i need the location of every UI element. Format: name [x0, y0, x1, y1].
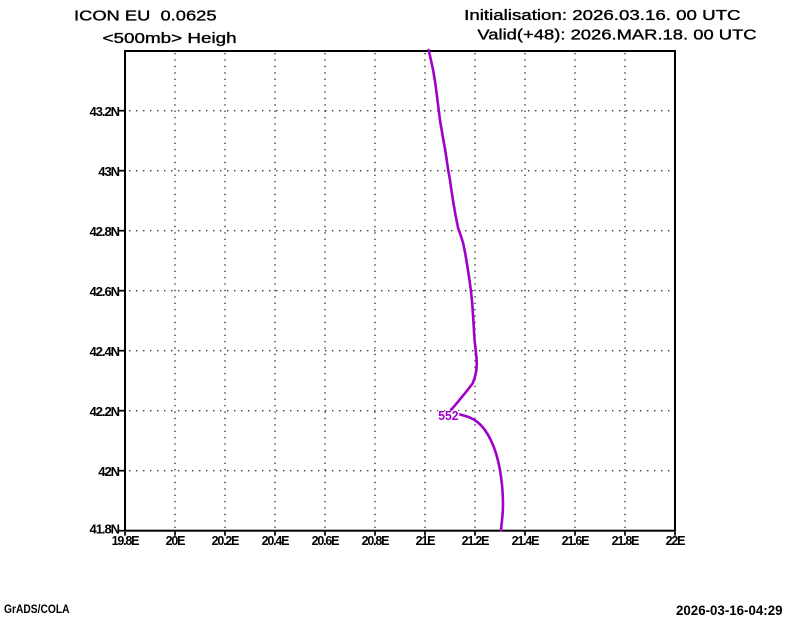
- svg-text:GrADS/COLA: GrADS/COLA: [4, 604, 70, 616]
- svg-text:21.8E: 21.8E: [612, 534, 640, 548]
- svg-text:20E: 20E: [166, 534, 186, 548]
- svg-text:42.4N: 42.4N: [90, 344, 120, 359]
- svg-text:Valid(+48): 2026.MAR.18. 00 UT: Valid(+48): 2026.MAR.18. 00 UTC: [477, 28, 756, 44]
- svg-text:21.4E: 21.4E: [512, 534, 540, 548]
- svg-text:20.6E: 20.6E: [312, 534, 340, 548]
- svg-text:22E: 22E: [666, 534, 686, 548]
- svg-text:43N: 43N: [98, 164, 119, 179]
- svg-text:19.8E: 19.8E: [112, 534, 140, 548]
- svg-text:42.2N: 42.2N: [90, 404, 120, 419]
- svg-text:21.2E: 21.2E: [462, 534, 490, 548]
- svg-text:41.8N: 41.8N: [90, 521, 120, 536]
- svg-text:21E: 21E: [416, 534, 436, 548]
- svg-text:43.2N: 43.2N: [90, 104, 120, 119]
- svg-text:20.4E: 20.4E: [262, 534, 290, 548]
- svg-text:42.6N: 42.6N: [90, 284, 120, 299]
- svg-text:ICON EU 0.0625: ICON EU 0.0625: [74, 8, 217, 24]
- svg-text:42.8N: 42.8N: [90, 224, 120, 239]
- svg-text:42N: 42N: [98, 464, 119, 479]
- svg-text:2026-03-16-04:29: 2026-03-16-04:29: [676, 603, 783, 618]
- svg-text:552: 552: [438, 408, 458, 423]
- svg-text:Initialisation: 2026.03.16. 00: Initialisation: 2026.03.16. 00 UTC: [464, 8, 740, 24]
- svg-text:20.2E: 20.2E: [212, 534, 240, 548]
- svg-text:21.6E: 21.6E: [562, 534, 590, 548]
- svg-text:<500mb> Heigh: <500mb> Heigh: [103, 31, 237, 47]
- svg-text:20.8E: 20.8E: [362, 534, 390, 548]
